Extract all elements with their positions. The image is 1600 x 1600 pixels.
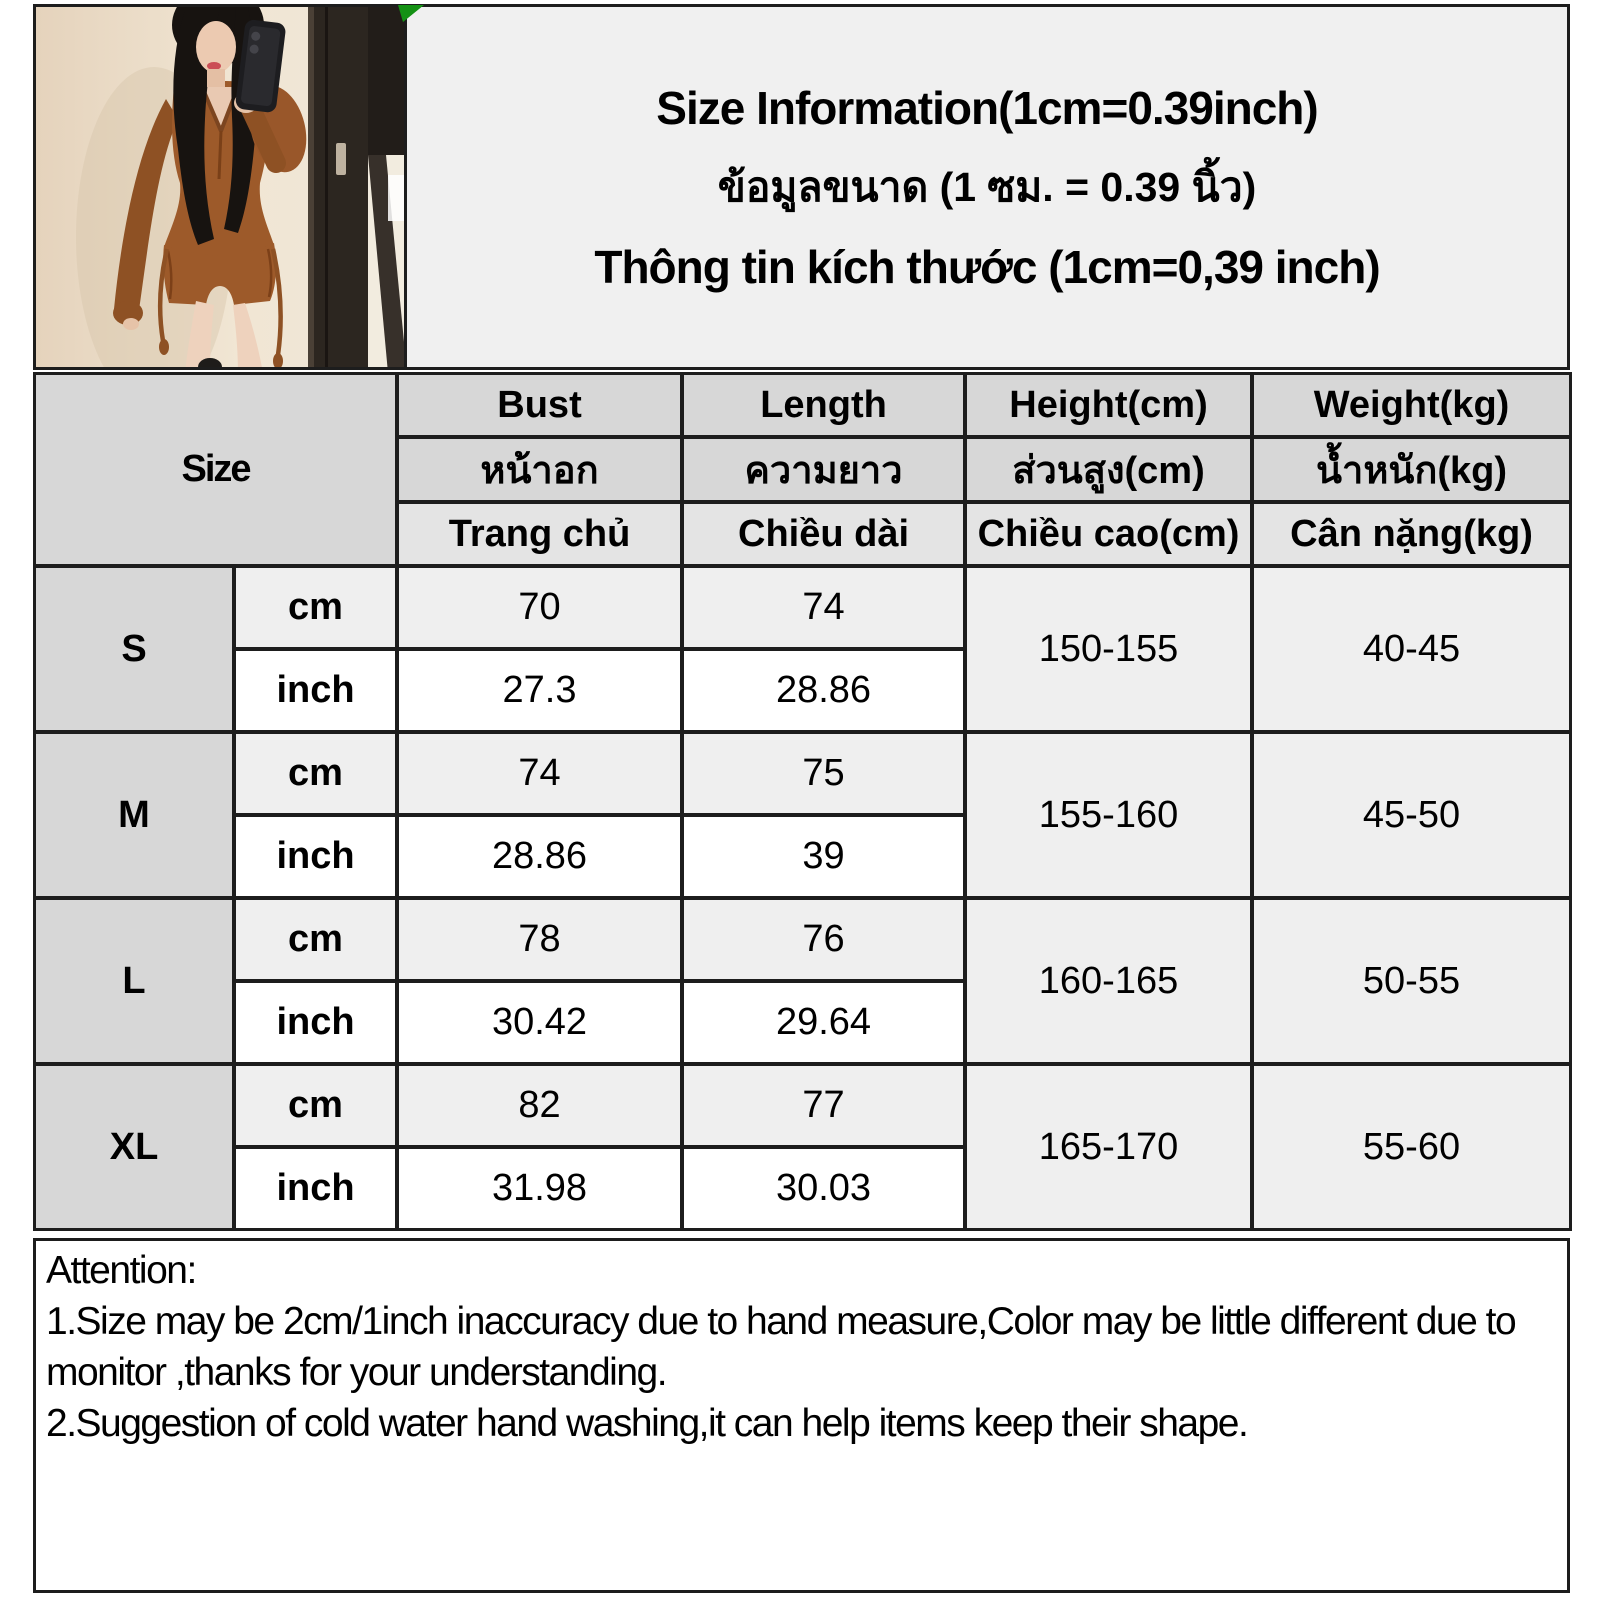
title-thai: ข้อมูลขนาด (1 ซม. = 0.39 นิ้ว) [717,163,1257,210]
cell-l-cm-bust: 78 [397,898,683,981]
size-label-s: S [34,566,234,732]
title-box: Size Information(1cm=0.39inch) ข้อมูลขนา… [407,7,1567,367]
product-photo [36,7,407,367]
unit-cm: cm [234,566,398,649]
cell-m-cm-length: 75 [682,732,966,815]
row-xl-inch: inch 31.98 30.03 [34,1147,1571,1230]
cell-xl-inch-length: 30.03 [682,1147,966,1230]
cell-m-cm-bust: 74 [397,732,683,815]
col-header-length-vi: Chiều dài [682,502,966,566]
cell-xl-height: 165-170 [965,1064,1253,1230]
col-header-bust-vi: Trang chủ [397,502,683,566]
col-header-weight-vi: Cân nặng(kg) [1252,502,1572,566]
cell-s-weight: 40-45 [1252,566,1572,732]
col-header-bust-en: Bust [397,373,683,437]
header-row-thai: หน้าอก ความยาว ส่วนสูง(cm) น้ำหนัก(kg) [34,437,1572,502]
unit-cm: cm [234,732,398,815]
size-corner-label: Size [34,373,398,566]
cell-l-inch-bust: 30.42 [397,981,683,1064]
cell-l-inch-length: 29.64 [682,981,966,1064]
col-header-height-th: ส่วนสูง(cm) [965,437,1253,502]
unit-cm: cm [234,898,398,981]
product-photo-illustration [36,7,404,367]
cell-s-inch-length: 28.86 [682,649,966,732]
row-s-cm: S cm 70 74 150-155 40-45 [34,566,1572,732]
cell-m-weight: 45-50 [1252,732,1572,898]
size-label-l: L [34,898,234,1064]
col-header-weight-th: น้ำหนัก(kg) [1252,437,1572,502]
size-table: Size Bust Length Height(cm) Weight(kg) ห… [33,372,1573,1231]
title-english: Size Information(1cm=0.39inch) [656,81,1318,134]
header-row-english: Size Bust Length Height(cm) Weight(kg) [34,373,1572,566]
col-header-height-vi: Chiều cao(cm) [965,502,1253,566]
cell-m-height: 155-160 [965,732,1253,898]
cell-s-height: 150-155 [965,566,1253,732]
size-label-m: M [34,732,234,898]
cell-l-weight: 50-55 [1252,898,1572,1064]
title-vietnamese: Thông tin kích thước (1cm=0,39 inch) [594,240,1380,293]
col-header-height-en: Height(cm) [965,373,1253,437]
attention-heading: Attention: [46,1249,197,1292]
unit-inch: inch [234,1147,398,1230]
col-header-length-en: Length [682,373,966,437]
row-m-cm: M cm 74 75 155-160 45-50 [34,732,1572,898]
attention-box: Attention: 1.Size may be 2cm/1inch inacc… [33,1238,1570,1593]
row-xl-cm: XL cm 82 77 165-170 55-60 [34,1064,1572,1230]
cell-m-inch-length: 39 [682,815,966,898]
cell-xl-weight: 55-60 [1252,1064,1572,1230]
col-header-length-th: ความยาว [682,437,966,502]
row-l-inch: inch 30.42 29.64 [34,981,1571,1064]
cell-xl-cm-length: 77 [682,1064,966,1147]
size-label-xl: XL [34,1064,234,1230]
cell-l-cm-length: 76 [682,898,966,981]
header-row-vietnamese: Trang chủ Chiều dài Chiều cao(cm) Cân nặ… [34,502,1572,566]
unit-cm: cm [234,1064,398,1147]
unit-inch: inch [234,815,398,898]
row-m-inch: inch 28.86 39 [34,815,1571,898]
row-l-cm: L cm 78 76 160-165 50-55 [34,898,1572,1064]
row-s-inch: inch 27.3 28.86 [34,649,1571,732]
cell-s-cm-bust: 70 [397,566,683,649]
green-corner-flag-icon [398,5,424,22]
cell-m-inch-bust: 28.86 [397,815,683,898]
attention-note-1: 1.Size may be 2cm/1inch inaccuracy due t… [46,1300,1517,1394]
col-header-weight-en: Weight(kg) [1252,373,1572,437]
cell-xl-inch-bust: 31.98 [397,1147,683,1230]
col-header-bust-th: หน้าอก [397,437,683,502]
unit-inch: inch [234,649,398,732]
cell-l-height: 160-165 [965,898,1253,1064]
top-band: Size Information(1cm=0.39inch) ข้อมูลขนา… [33,4,1570,370]
unit-inch: inch [234,981,398,1064]
cell-xl-cm-bust: 82 [397,1064,683,1147]
cell-s-inch-bust: 27.3 [397,649,683,732]
attention-note-2: 2.Suggestion of cold water hand washing,… [46,1402,1249,1445]
cell-s-cm-length: 74 [682,566,966,649]
